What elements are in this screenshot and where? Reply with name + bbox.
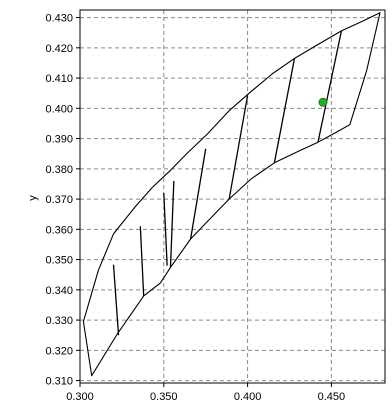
segment-line [112,264,120,336]
data-point [318,97,328,107]
segment-line [169,180,175,268]
segment-line [163,192,168,266]
y-tick-label: 0.340 [45,285,73,297]
segment-line [317,30,343,143]
y-tick-label: 0.430 [45,13,73,25]
y-tick-label: 0.400 [45,103,73,115]
x-tick-label: 0.450 [318,391,346,403]
segment-line [189,148,207,240]
x-tick-label: 0.300 [66,391,94,403]
x-tick-label: 0.400 [234,391,262,403]
y-tick-label: 0.360 [45,224,73,236]
y-axis: 0.310 0.320 0.330 0.340 0.350 0.360 0.370 0.380… [45,13,80,388]
segment-line [273,58,296,163]
points-layer [318,97,328,107]
x-axis: 0.300 0.350 0.400 0.450 [66,383,345,403]
segment-line [139,226,145,296]
plot-frame [79,9,386,384]
y-tick-label: 0.370 [45,194,73,206]
y-axis-label: y [27,195,39,201]
y-tick-label: 0.410 [45,73,73,85]
segment-line [228,95,249,200]
grid-lines [79,10,385,383]
series-layer [82,12,381,377]
region-outline [82,12,381,377]
y-tick-label: 0.380 [45,164,73,176]
y-tick-label: 0.330 [45,315,73,327]
y-tick-label: 0.420 [45,43,73,55]
x-tick-label: 0.350 [150,391,178,403]
y-tick-label: 0.390 [45,134,73,146]
y-tick-label: 0.320 [45,345,73,357]
y-tick-label: 0.350 [45,255,73,267]
y-tick-label: 0.310 [45,376,73,388]
